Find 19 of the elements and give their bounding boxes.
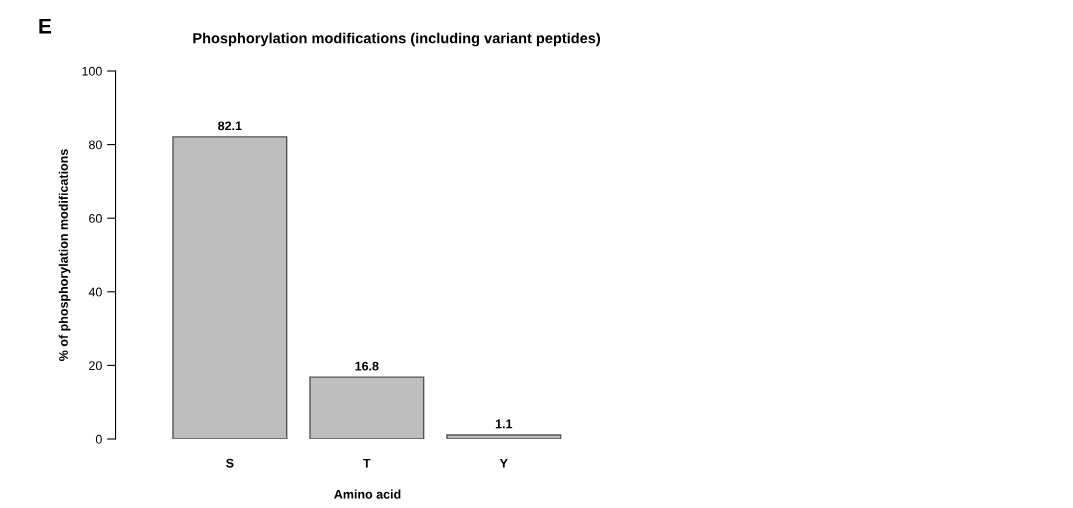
x-tick-label: Y: [499, 458, 508, 468]
bar: [446, 434, 562, 439]
y-tick-label: 40: [88, 287, 102, 297]
data-label: 1.1: [495, 419, 513, 429]
y-tick-label: 80: [89, 140, 102, 150]
x-tick-label: S: [226, 458, 234, 468]
bar: [172, 136, 288, 439]
y-tick-label: 60: [89, 214, 102, 223]
y-tick-label: 20: [89, 361, 102, 371]
data-label: 82.1: [218, 121, 242, 131]
bar: [309, 376, 425, 439]
x-tick-label: T: [363, 458, 371, 468]
y-tick-label: 0: [95, 434, 102, 444]
data-label: 16.8: [355, 361, 379, 371]
y-axis-title: % of phosphorylation modifications: [58, 149, 71, 361]
x-axis-title: Amino acid: [334, 489, 401, 499]
chart-title: Phosphorylation modifications (including variant peptides): [193, 32, 601, 47]
text: E: [39, 19, 52, 34]
y-tick-label: 100: [82, 66, 102, 76]
